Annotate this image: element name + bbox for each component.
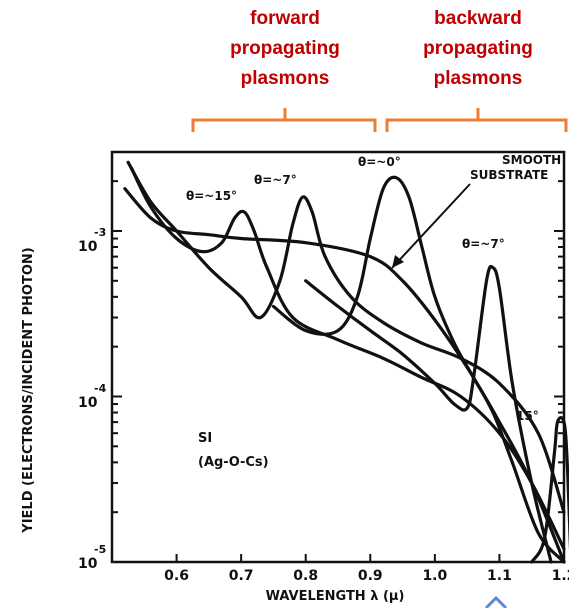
x-tick-label-1.2: 1.2 [552,568,569,584]
y-tick-exponent: -5 [94,543,106,556]
series-line-2 [126,160,566,514]
y-tick-label-1e-5: 10 -5 [78,543,106,572]
backward-header-line1: backward [434,8,522,29]
smooth-substrate-arrow [391,183,471,269]
plot-frame [110,150,566,564]
forward-header-line1: forward [250,8,320,29]
series-line-5 [530,416,569,564]
y-tick-exponent: -3 [94,226,106,239]
backward-header-line3: plasmons [434,68,523,89]
backward-header: backward propagating plasmons [423,8,533,89]
annotation-theta-7-forward: θ=~7° [254,173,297,187]
y-axis-label: YIELD (ELECTRONS/INCIDENT PHOTON) [21,247,36,533]
x-tick-label-0.6: 0.6 [164,568,189,584]
x-tick-label-0.9: 0.9 [358,568,383,584]
annotation-substrate: SUBSTRATE [470,168,548,182]
forward-bracket [191,108,377,132]
series-group [123,160,569,564]
forward-header: forward propagating plasmons [230,8,340,89]
annotation-material-line2: (Ag-O-Cs) [198,455,269,470]
forward-header-line2: propagating [230,38,340,59]
backward-header-line2: propagating [423,38,533,59]
annotation-theta-0: θ=~0° [358,155,401,169]
x-tick-label-0.8: 0.8 [293,568,318,584]
annotation-theta-15: θ=~15° [186,189,237,203]
x-tick-label-0.7: 0.7 [229,568,254,584]
y-tick-base: 10 [78,395,98,411]
x-tick-label-1.0: 1.0 [422,568,447,584]
series-line-4 [304,264,553,564]
series-line-1 [129,166,566,551]
y-tick-label-1e-4: 10 -4 [78,382,107,411]
annotation-theta-7-backward: θ=~7° [462,237,505,251]
y-tick-exponent: -4 [94,382,107,395]
forward-header-line3: plasmons [241,68,330,89]
smooth-substrate-arrowhead [392,255,404,268]
annotation-theta-15-backward: 15° [516,409,539,423]
annotation-material-line1: SI [198,431,212,446]
decorative-arrow-fragment [484,595,508,608]
y-tick-base: 10 [78,239,98,255]
y-tick-label-1e-3: 10 -3 [78,226,106,255]
backward-bracket [385,108,568,132]
annotation-smooth: SMOOTH [502,153,561,167]
y-tick-base: 10 [78,556,98,572]
x-tick-label-1.1: 1.1 [487,568,512,584]
x-axis-label: WAVELENGTH λ (μ) [266,589,405,604]
y-tick-marks [112,151,564,563]
